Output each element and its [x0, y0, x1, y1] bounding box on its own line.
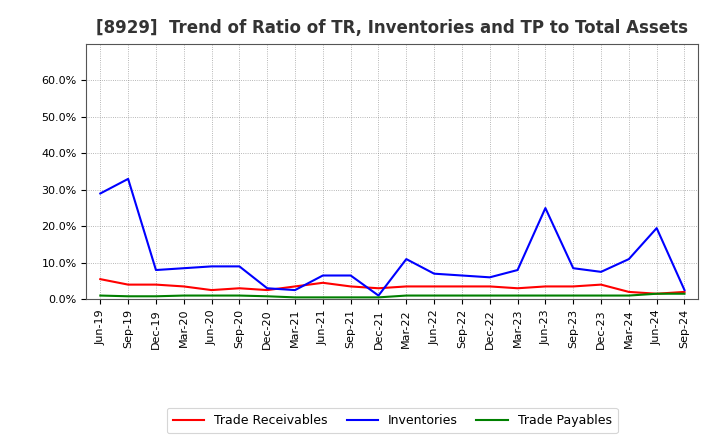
Line: Trade Receivables: Trade Receivables	[100, 279, 685, 294]
Trade Payables	[513, 293, 522, 298]
Inventories	[513, 268, 522, 273]
Legend: Trade Receivables, Inventories, Trade Payables: Trade Receivables, Inventories, Trade Pa…	[167, 408, 618, 433]
Inventories	[485, 275, 494, 280]
Trade Payables	[291, 295, 300, 300]
Inventories	[235, 264, 243, 269]
Trade Receivables	[291, 284, 300, 289]
Inventories	[402, 257, 410, 262]
Trade Receivables	[541, 284, 550, 289]
Inventories	[207, 264, 216, 269]
Inventories	[597, 269, 606, 275]
Trade Payables	[402, 293, 410, 298]
Trade Receivables	[513, 286, 522, 291]
Trade Receivables	[179, 284, 188, 289]
Inventories	[569, 266, 577, 271]
Inventories	[179, 266, 188, 271]
Trade Payables	[318, 295, 327, 300]
Inventories	[541, 205, 550, 211]
Trade Receivables	[318, 280, 327, 286]
Trade Receivables	[402, 284, 410, 289]
Trade Payables	[680, 291, 689, 297]
Inventories	[624, 257, 633, 262]
Trade Receivables	[96, 276, 104, 282]
Trade Receivables	[374, 286, 383, 291]
Title: [8929]  Trend of Ratio of TR, Inventories and TP to Total Assets: [8929] Trend of Ratio of TR, Inventories…	[96, 19, 688, 37]
Trade Payables	[652, 291, 661, 297]
Inventories	[458, 273, 467, 278]
Trade Receivables	[624, 289, 633, 294]
Trade Receivables	[263, 287, 271, 293]
Inventories	[152, 268, 161, 273]
Inventories	[374, 293, 383, 298]
Trade Receivables	[430, 284, 438, 289]
Trade Receivables	[235, 286, 243, 291]
Inventories	[124, 176, 132, 182]
Trade Receivables	[652, 291, 661, 297]
Trade Receivables	[485, 284, 494, 289]
Trade Payables	[124, 293, 132, 299]
Trade Payables	[374, 295, 383, 300]
Trade Receivables	[346, 284, 355, 289]
Trade Receivables	[207, 287, 216, 293]
Inventories	[430, 271, 438, 276]
Trade Receivables	[458, 284, 467, 289]
Trade Receivables	[680, 289, 689, 294]
Trade Payables	[235, 293, 243, 298]
Trade Payables	[597, 293, 606, 298]
Trade Payables	[179, 293, 188, 298]
Inventories	[263, 286, 271, 291]
Inventories	[652, 225, 661, 231]
Trade Receivables	[124, 282, 132, 287]
Trade Payables	[569, 293, 577, 298]
Trade Receivables	[569, 284, 577, 289]
Trade Payables	[346, 295, 355, 300]
Line: Inventories: Inventories	[100, 179, 685, 296]
Trade Receivables	[152, 282, 161, 287]
Trade Payables	[430, 293, 438, 298]
Inventories	[346, 273, 355, 278]
Trade Payables	[96, 293, 104, 298]
Trade Payables	[541, 293, 550, 298]
Trade Payables	[207, 293, 216, 298]
Inventories	[291, 287, 300, 293]
Trade Payables	[263, 293, 271, 299]
Trade Payables	[485, 293, 494, 298]
Inventories	[680, 287, 689, 293]
Trade Payables	[152, 293, 161, 299]
Line: Trade Payables: Trade Payables	[100, 294, 685, 297]
Trade Receivables	[597, 282, 606, 287]
Inventories	[318, 273, 327, 278]
Inventories	[96, 191, 104, 196]
Trade Payables	[624, 293, 633, 298]
Trade Payables	[458, 293, 467, 298]
